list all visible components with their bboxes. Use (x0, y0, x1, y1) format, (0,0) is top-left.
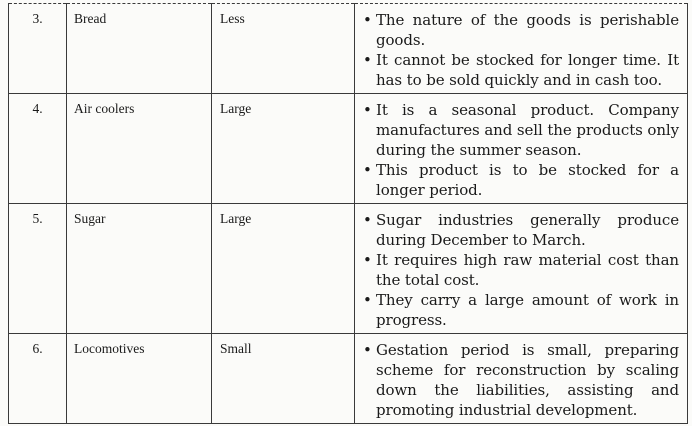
reason-item: Gestation period is small, preparing sch… (363, 340, 679, 420)
working-capital-cell: Large (211, 203, 355, 334)
industry-cell: Sugar (66, 203, 212, 334)
industry-name: Bread (74, 11, 107, 26)
working-capital-cell: Small (211, 333, 355, 424)
serial-cell: 6. (8, 333, 67, 424)
reasons-cell: Sugar industries generally produce durin… (354, 203, 688, 334)
reason-item: Sugar industries generally produce durin… (363, 210, 679, 250)
serial-cell: 5. (8, 203, 67, 334)
reasons-list: Sugar industries generally produce durin… (355, 204, 687, 333)
working-capital-requirement: Small (220, 341, 252, 356)
reason-item: It requires high raw material cost than … (363, 250, 679, 290)
serial-cell: 3. (8, 3, 67, 94)
working-capital-table: 3. Bread Less The nature of the goods is… (8, 3, 688, 424)
table-row: 6. Locomotives Small Gestation period is… (8, 333, 688, 424)
working-capital-cell: Large (211, 93, 355, 204)
reasons-list: It is a seasonal product. Company manufa… (355, 94, 687, 203)
reasons-cell: It is a seasonal product. Company manufa… (354, 93, 688, 204)
working-capital-cell: Less (211, 3, 355, 94)
industry-cell: Locomotives (66, 333, 212, 424)
reason-item: It cannot be stocked for longer time. It… (363, 50, 679, 90)
serial-number: 5. (32, 211, 43, 226)
reasons-list: The nature of the goods is perishable go… (355, 4, 687, 93)
table-row: 5. Sugar Large Sugar industries generall… (8, 203, 688, 334)
industry-name: Air coolers (74, 101, 135, 116)
reasons-cell: The nature of the goods is perishable go… (354, 3, 688, 94)
serial-number: 6. (32, 341, 43, 356)
table-row: 4. Air coolers Large It is a seasonal pr… (8, 93, 688, 204)
industry-cell: Air coolers (66, 93, 212, 204)
working-capital-requirement: Large (220, 211, 252, 226)
serial-number: 3. (32, 11, 43, 26)
reason-item: It is a seasonal product. Company manufa… (363, 100, 679, 160)
industry-cell: Bread (66, 3, 212, 94)
reason-item: This product is to be stocked for a long… (363, 160, 679, 200)
working-capital-requirement: Less (220, 11, 245, 26)
serial-cell: 4. (8, 93, 67, 204)
reason-item: They carry a large amount of work in pro… (363, 290, 679, 330)
reasons-list: Gestation period is small, preparing sch… (355, 334, 687, 423)
serial-number: 4. (32, 101, 43, 116)
industry-name: Sugar (74, 211, 106, 226)
reasons-cell: Gestation period is small, preparing sch… (354, 333, 688, 424)
industry-name: Locomotives (74, 341, 145, 356)
working-capital-requirement: Large (220, 101, 252, 116)
table-row: 3. Bread Less The nature of the goods is… (8, 3, 688, 94)
reason-item: The nature of the goods is perishable go… (363, 10, 679, 50)
